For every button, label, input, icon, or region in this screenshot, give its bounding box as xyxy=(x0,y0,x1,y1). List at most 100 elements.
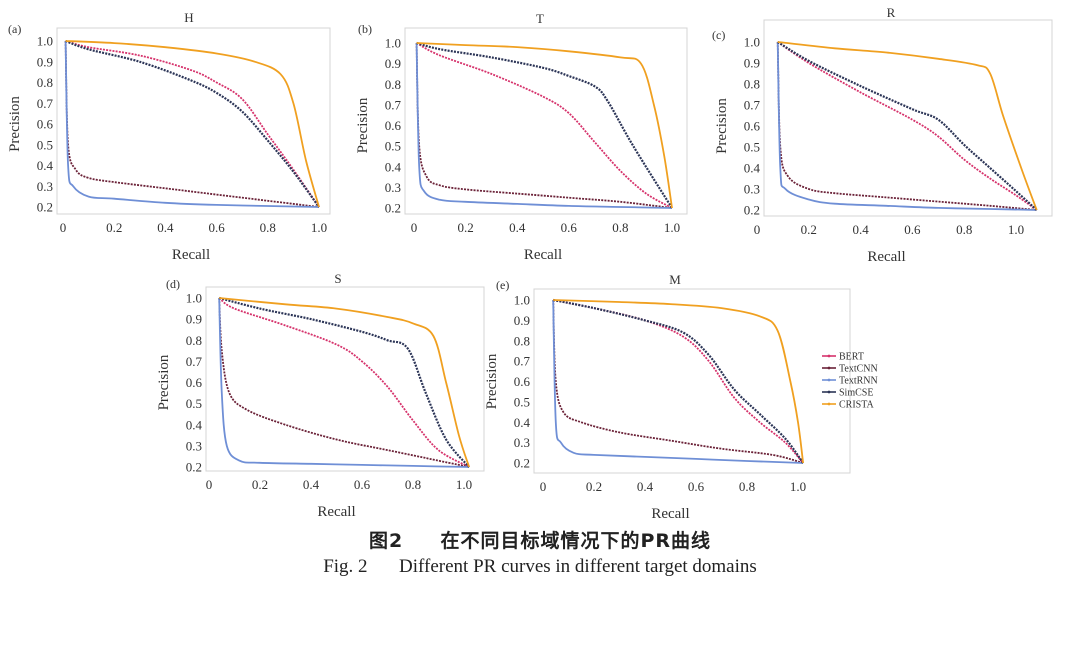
panel-title: R xyxy=(887,5,896,20)
legend-label-crista: CRISTA xyxy=(839,400,875,411)
y-tick-label: 1.0 xyxy=(514,293,530,308)
x-tick-label: 0.4 xyxy=(637,479,654,494)
y-tick-label: 0.3 xyxy=(514,435,530,450)
x-axis-label: Recall xyxy=(172,247,210,263)
figure-caption-en: Fig. 2 Different PR curves in different … xyxy=(0,556,1080,578)
y-axis-label: Precision xyxy=(484,353,500,409)
y-tick-label: 0.6 xyxy=(385,118,402,133)
y-tick-label: 0.6 xyxy=(186,375,203,390)
legend-label-bert: BERT xyxy=(839,352,864,363)
y-tick-label: 0.3 xyxy=(186,438,202,453)
y-tick-label: 0.9 xyxy=(385,56,401,71)
y-tick-label: 0.8 xyxy=(514,333,530,348)
legend-marker xyxy=(827,390,831,394)
y-tick-label: 0.7 xyxy=(514,354,531,369)
series-line-simcse xyxy=(218,296,470,468)
x-tick-label: 0.8 xyxy=(956,222,972,237)
y-tick-label: 1.0 xyxy=(385,36,401,51)
x-tick-label: 0 xyxy=(754,222,761,237)
x-tick-label: 0.8 xyxy=(260,220,276,235)
series-line-simcse xyxy=(416,41,673,209)
x-tick-label: 0.6 xyxy=(688,479,705,494)
y-axis-label: Precision xyxy=(714,98,730,154)
x-tick-label: 1.0 xyxy=(456,477,472,492)
y-tick-label: 0.7 xyxy=(37,96,54,111)
series-line-bert xyxy=(416,42,673,209)
x-tick-label: 0.4 xyxy=(852,222,869,237)
series-line-textrnn xyxy=(218,297,470,468)
figure-title-cn: 在不同目标域情况下的PR曲线 xyxy=(440,530,712,552)
series-line-textrnn xyxy=(776,41,1037,211)
y-tick-label: 0.2 xyxy=(186,460,202,475)
series-line-crista xyxy=(553,299,804,464)
panel-title: H xyxy=(184,10,193,25)
x-tick-label: 0.2 xyxy=(252,477,268,492)
y-tick-label: 0.6 xyxy=(514,374,531,389)
x-tick-label: 1.0 xyxy=(790,479,806,494)
x-tick-label: 0.8 xyxy=(405,477,421,492)
panel-title: M xyxy=(669,272,681,287)
series-line-bert xyxy=(777,41,1038,211)
plot-frame xyxy=(404,27,688,215)
x-tick-label: 0 xyxy=(60,220,67,235)
x-tick-label: 0.2 xyxy=(106,220,122,235)
x-tick-label: 0 xyxy=(411,220,418,235)
series-line-textrnn xyxy=(64,40,320,208)
x-tick-label: 1.0 xyxy=(1008,222,1024,237)
x-tick-label: 0.6 xyxy=(208,220,225,235)
x-tick-label: 0.4 xyxy=(303,477,320,492)
panel-label: (b) xyxy=(358,22,372,36)
series-line-crista xyxy=(416,42,673,209)
x-tick-label: 0.6 xyxy=(904,222,921,237)
x-axis-label: Recall xyxy=(524,247,562,263)
legend-marker xyxy=(827,402,831,406)
x-axis-label: Recall xyxy=(317,504,355,520)
y-tick-label: 0.3 xyxy=(385,180,401,195)
series-line-crista xyxy=(65,40,320,208)
x-tick-label: 0.2 xyxy=(801,222,817,237)
panel-label: (c) xyxy=(712,28,725,42)
panel-title: S xyxy=(334,271,341,286)
legend-label-textrnn: TextRNN xyxy=(839,376,878,387)
y-tick-label: 0.9 xyxy=(37,54,53,69)
y-tick-label: 0.8 xyxy=(744,77,760,92)
panel-label: (d) xyxy=(166,277,180,291)
series-line-simcse xyxy=(552,298,804,464)
plot-frame xyxy=(533,288,851,474)
y-tick-label: 0.4 xyxy=(385,159,402,174)
series-line-simcse xyxy=(65,39,320,208)
y-tick-label: 0.4 xyxy=(186,417,203,432)
x-axis-label: Recall xyxy=(651,506,689,522)
figure-caption-cn: 图2 在不同目标域情况下的PR曲线 xyxy=(0,526,1080,553)
y-tick-label: 0.9 xyxy=(514,313,530,328)
y-tick-label: 0.9 xyxy=(186,312,202,327)
x-tick-label: 0 xyxy=(206,477,213,492)
x-tick-label: 0.8 xyxy=(739,479,755,494)
y-tick-label: 1.0 xyxy=(744,35,760,50)
x-tick-label: 1.0 xyxy=(311,220,327,235)
series-line-textcnn xyxy=(776,41,1037,211)
series-line-simcse xyxy=(777,41,1038,211)
y-tick-label: 0.6 xyxy=(37,117,54,132)
y-tick-label: 0.5 xyxy=(385,139,401,154)
series-line-bert xyxy=(218,297,470,468)
series-line-bert xyxy=(65,40,320,208)
y-tick-label: 0.4 xyxy=(514,415,531,430)
legend-label-textcnn: TextCNN xyxy=(839,364,878,375)
plot-frame xyxy=(56,27,331,215)
panel-h: H (a) 0.2 0.3 0.4 0.5 0.6 0.7 0.8 0.9 1.0 0 0.2 0.4 0.… xyxy=(7,10,331,263)
y-tick-label: 0.2 xyxy=(744,203,760,218)
panel-s: S (d) 0.2 0.3 0.4 0.5 0.6 0.7 0.8 0.9 1.0 0 0.2 0.4 0.… xyxy=(156,271,485,520)
y-axis-label: Precision xyxy=(355,97,371,153)
panel-title: T xyxy=(536,11,544,26)
panel-label: (a) xyxy=(8,22,21,36)
y-tick-label: 0.2 xyxy=(385,201,401,216)
y-tick-label: 0.8 xyxy=(186,333,202,348)
y-tick-label: 0.4 xyxy=(37,158,54,173)
y-tick-label: 0.2 xyxy=(37,200,53,215)
y-tick-label: 0.9 xyxy=(744,56,760,71)
y-tick-label: 0.5 xyxy=(744,140,760,155)
y-tick-label: 0.3 xyxy=(744,182,760,197)
x-tick-label: 1.0 xyxy=(664,220,680,235)
